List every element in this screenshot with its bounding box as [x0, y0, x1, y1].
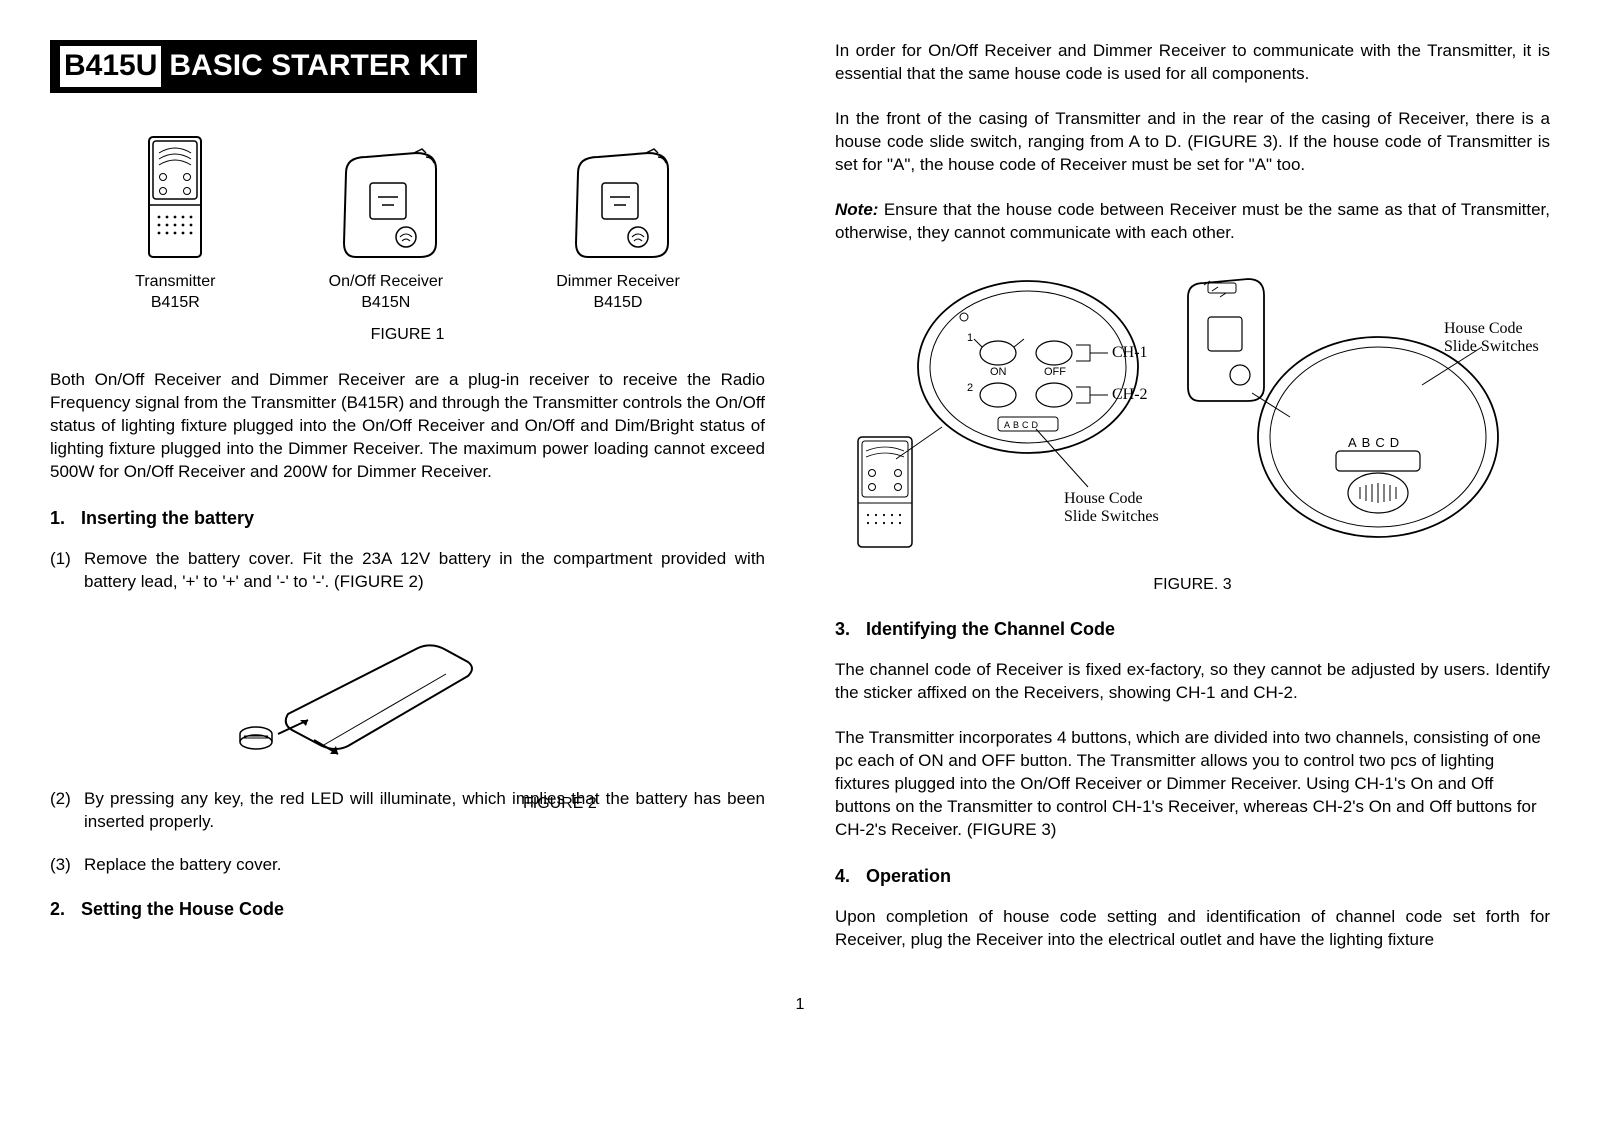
left-column: B415U BASIC STARTER KIT	[50, 40, 765, 974]
intro-paragraph: Both On/Off Receiver and Dimmer Receiver…	[50, 369, 765, 484]
step-2-text: By pressing any key, the red LED will il…	[84, 788, 765, 834]
step-3-text: Replace the battery cover.	[84, 854, 765, 877]
fig3-ch1-label: CH-1	[1112, 344, 1148, 361]
figure-1-caption: FIGURE 1	[50, 324, 765, 346]
svg-text:ABCD: ABCD	[1348, 435, 1404, 450]
step-2-num: (2)	[50, 788, 84, 834]
figure-2: FIGURE 2	[50, 614, 765, 764]
col2-p1: In order for On/Off Receiver and Dimmer …	[835, 40, 1550, 86]
figure-1-row: Transmitter B415R On/Off Receiver B415N	[80, 133, 735, 314]
svg-text:ON: ON	[990, 366, 1007, 378]
col2-p2: In the front of the casing of Transmitte…	[835, 108, 1550, 177]
col2-note: Note: Ensure that the house code between…	[835, 199, 1550, 245]
section-3-p2: The Transmitter incorporates 4 buttons, …	[835, 727, 1550, 842]
figure-3-caption: FIGURE. 3	[835, 574, 1550, 596]
section-2-num: 2.	[50, 897, 76, 921]
section-4-p1: Upon completion of house code setting an…	[835, 906, 1550, 952]
fig1-label-3b: B415D	[556, 292, 680, 314]
section-1-heading: 1. Inserting the battery	[50, 506, 765, 530]
figure-2-icon	[218, 614, 498, 764]
figure-1-transmitter: Transmitter B415R	[135, 133, 215, 314]
section-2-title: Setting the House Code	[81, 899, 284, 919]
step-1-num: (1)	[50, 548, 84, 594]
dimmer-receiver-icon	[558, 143, 678, 263]
svg-text:Slide Switches: Slide Switches	[1444, 338, 1539, 355]
step-1-text: Remove the battery cover. Fit the 23A 12…	[84, 548, 765, 594]
svg-text:1: 1	[967, 332, 973, 344]
fig1-label-2b: B415N	[326, 292, 446, 314]
figure-3: ON OFF 1 2 ABCD CH-1 CH-2	[835, 267, 1550, 564]
step-3-num: (3)	[50, 854, 84, 877]
right-column: In order for On/Off Receiver and Dimmer …	[835, 40, 1550, 974]
fig3-ch2-label: CH-2	[1112, 386, 1148, 403]
page-number: 1	[50, 994, 1550, 1016]
figure-1-dimmer-receiver: Dimmer Receiver B415D	[556, 143, 680, 314]
fig1-label-1b: B415R	[135, 292, 215, 314]
section-4-num: 4.	[835, 864, 861, 888]
note-label: Note:	[835, 200, 878, 219]
section-4-title: Operation	[866, 866, 951, 886]
svg-text:OFF: OFF	[1044, 366, 1066, 378]
svg-text:ABCD: ABCD	[1004, 420, 1041, 430]
section-2-heading: 2. Setting the House Code	[50, 897, 765, 921]
svg-text:House Code: House Code	[1444, 320, 1523, 337]
section-1-step-1: (1) Remove the battery cover. Fit the 23…	[50, 548, 765, 594]
section-1-title: Inserting the battery	[81, 508, 254, 528]
fig1-label-3a: Dimmer Receiver	[556, 271, 680, 293]
figure-3-icon: ON OFF 1 2 ABCD CH-1 CH-2	[838, 267, 1548, 557]
svg-text:House Code: House Code	[1064, 490, 1143, 507]
section-3-num: 3.	[835, 617, 861, 641]
fig1-label-2a: On/Off Receiver	[326, 271, 446, 293]
title-bar: B415U BASIC STARTER KIT	[50, 40, 477, 93]
section-3-heading: 3. Identifying the Channel Code	[835, 617, 1550, 641]
transmitter-icon	[139, 133, 211, 263]
svg-text:Slide Switches: Slide Switches	[1064, 508, 1159, 525]
title-text: BASIC STARTER KIT	[169, 46, 467, 87]
section-3-p1: The channel code of Receiver is fixed ex…	[835, 659, 1550, 705]
svg-text:2: 2	[967, 382, 973, 394]
note-text: Ensure that the house code between Recei…	[835, 200, 1550, 242]
fig1-label-1a: Transmitter	[135, 271, 215, 293]
figure-2-caption: FIGURE 2	[523, 793, 597, 815]
figure-1-onoff-receiver: On/Off Receiver B415N	[326, 143, 446, 314]
section-1-num: 1.	[50, 506, 76, 530]
onoff-receiver-icon	[326, 143, 446, 263]
title-model: B415U	[60, 46, 161, 87]
section-1-step-3: (3) Replace the battery cover.	[50, 854, 765, 877]
section-4-heading: 4. Operation	[835, 864, 1550, 888]
page-root: B415U BASIC STARTER KIT	[50, 40, 1550, 974]
section-1-step-2: (2) By pressing any key, the red LED wil…	[50, 788, 765, 834]
section-3-title: Identifying the Channel Code	[866, 619, 1115, 639]
